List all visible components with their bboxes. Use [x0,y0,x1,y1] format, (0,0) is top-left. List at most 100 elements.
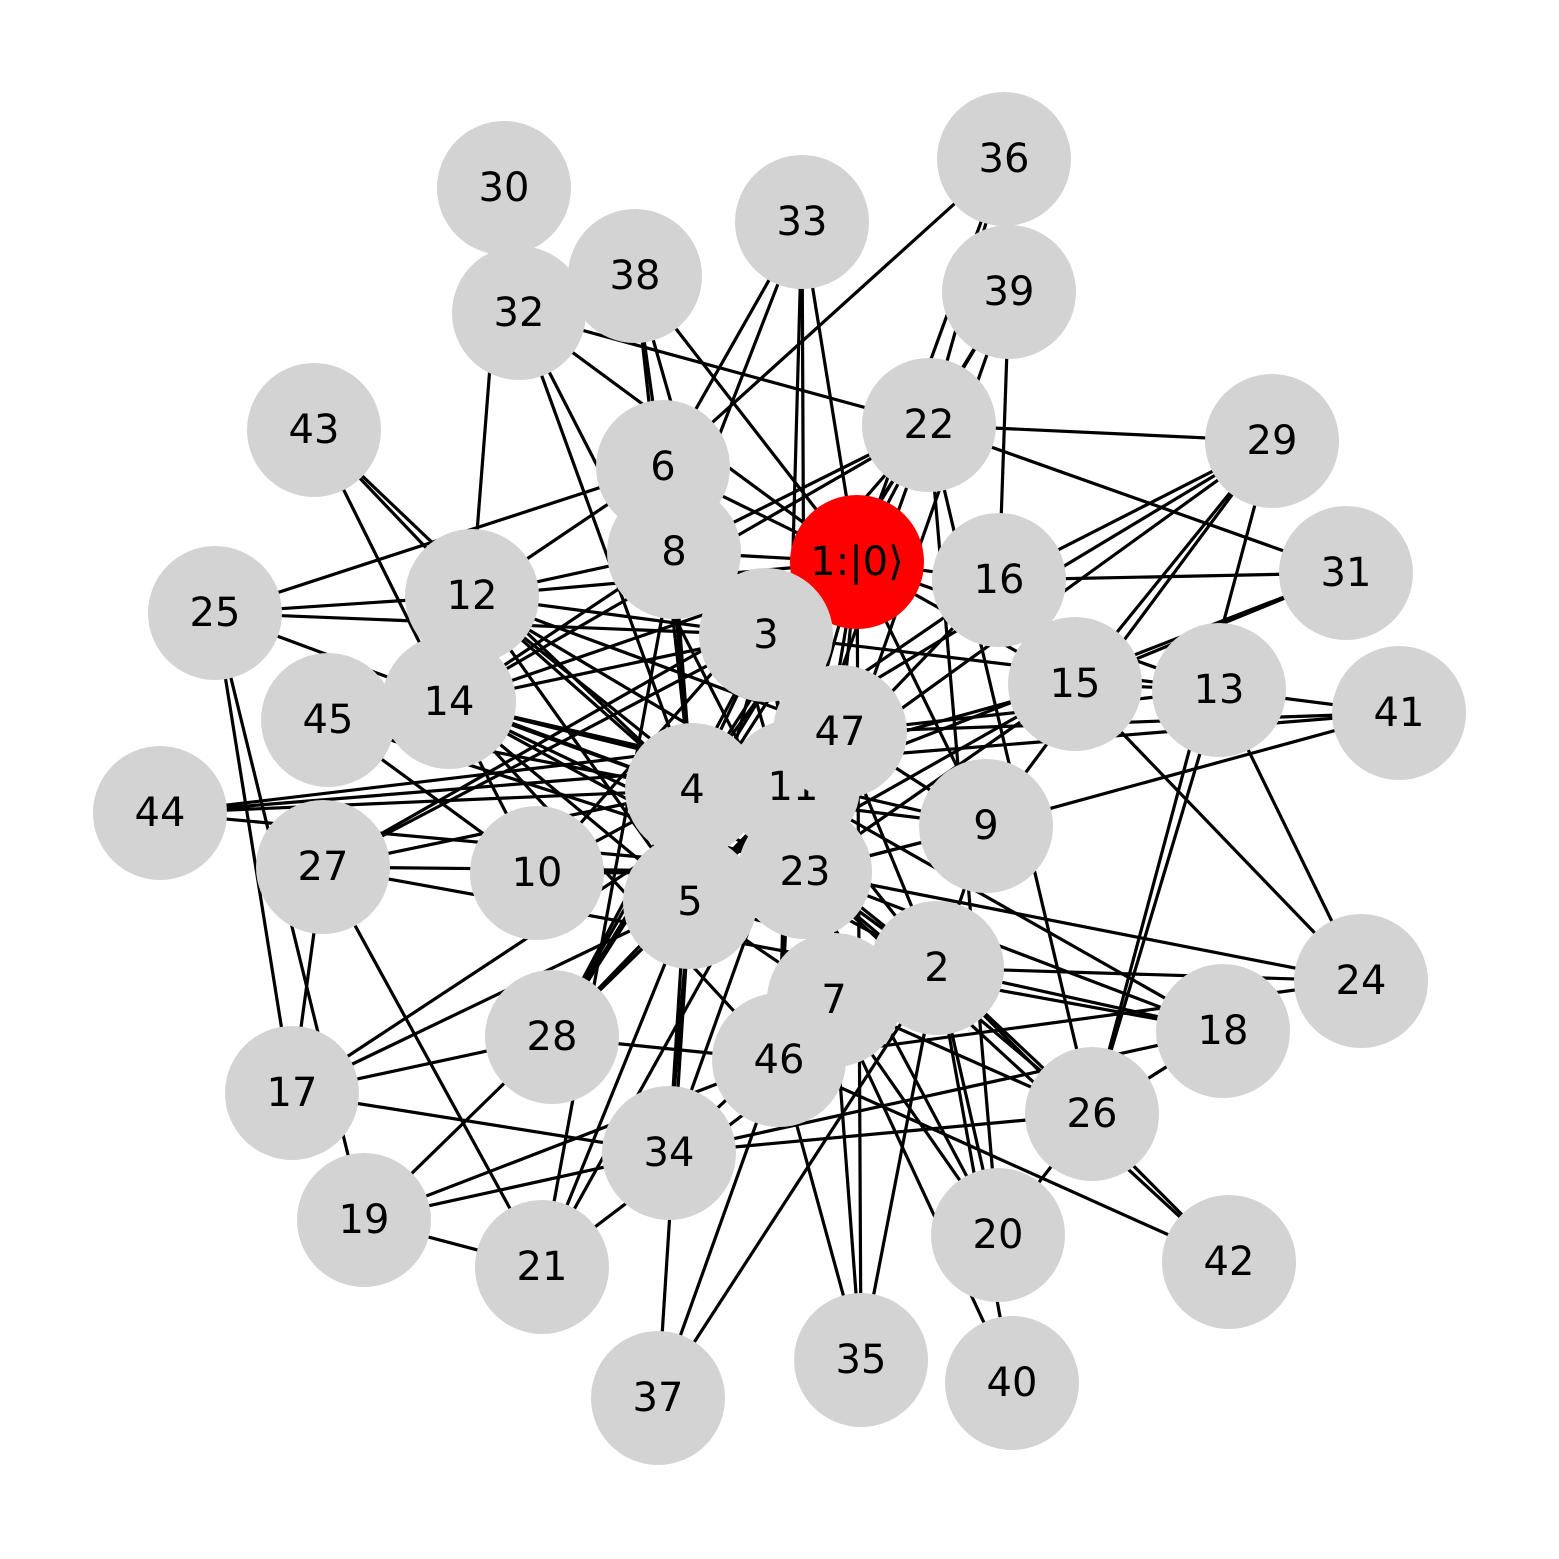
edge-42-46 [778,1058,1230,1264]
node-10: 10 [470,806,604,940]
node-label-32: 32 [494,290,545,336]
node-circle-1 [790,495,924,629]
node-label-1: 1:|0⟩ [810,539,903,585]
node-label-36: 36 [979,136,1030,182]
node-30: 30 [437,121,571,255]
node-19: 19 [297,1153,431,1287]
node-18: 18 [1156,964,1290,1098]
node-label-26: 26 [1067,1091,1118,1137]
node-circle-12 [405,529,539,663]
edge-9-41 [985,711,1400,828]
node-label-29: 29 [1247,418,1298,464]
node-label-33: 33 [777,199,828,245]
edge-2-24 [936,966,1362,983]
node-label-46: 46 [754,1037,805,1083]
edge-18-27 [322,865,1224,1033]
node-45: 45 [261,653,395,787]
node-12: 12 [405,529,539,663]
node-17: 17 [225,1026,359,1160]
node-circle-39 [942,225,1076,359]
node-42: 42 [1162,1195,1296,1329]
edge-3-13 [765,633,1220,692]
node-circle-33 [735,155,869,289]
edge-4-44 [159,788,693,815]
node-27: 27 [256,800,390,934]
node-9: 9 [919,759,1053,893]
node-label-25: 25 [190,590,241,636]
node-circle-45 [261,653,395,787]
edge-18-23 [804,870,1224,1033]
node-circle-15 [1008,617,1142,751]
node-circle-35 [794,1293,928,1427]
node-label-45: 45 [303,697,354,743]
node-29: 29 [1205,374,1339,508]
node-label-40: 40 [987,1360,1038,1406]
node-circle-5 [623,835,757,969]
node-5: 5 [623,835,757,969]
node-47: 47 [773,665,907,799]
node-31: 31 [1279,506,1413,640]
node-36: 36 [937,92,1071,226]
node-label-16: 16 [974,557,1025,603]
node-circle-42 [1162,1195,1296,1329]
node-43: 43 [247,363,381,497]
node-15: 15 [1008,617,1142,751]
node-28: 28 [485,970,619,1104]
node-label-5: 5 [677,879,702,925]
node-circle-9 [919,759,1053,893]
edge-20-23 [803,871,1000,1236]
node-circle-31 [1279,506,1413,640]
edge-8-21 [540,551,676,1268]
node-label-12: 12 [447,573,498,619]
node-label-8: 8 [661,529,686,575]
node-label-23: 23 [780,849,831,895]
node-label-3: 3 [753,612,778,658]
edge-26-29 [1090,440,1274,1115]
node-label-18: 18 [1198,1008,1249,1054]
node-circle-21 [475,1200,609,1334]
node-circle-28 [485,970,619,1104]
node-label-6: 6 [650,444,675,490]
node-circle-22 [862,358,996,492]
node-40: 40 [945,1316,1079,1450]
node-4: 4 [625,723,759,857]
node-38: 38 [568,209,702,343]
node-label-30: 30 [479,165,530,211]
node-22: 22 [862,358,996,492]
edge-22-31 [928,423,1347,575]
edge-21-27 [321,866,544,1268]
node-21: 21 [475,1200,609,1334]
node-label-44: 44 [135,790,186,836]
node-2: 2 [870,901,1004,1035]
node-circle-23 [738,805,872,939]
node-circle-14 [382,635,516,769]
edge-2-37 [656,967,939,1399]
edge-13-26 [1090,689,1221,1115]
node-label-24: 24 [1336,958,1387,1004]
edge-6-36 [661,157,1006,469]
node-circle-20 [931,1168,1065,1302]
node-26: 26 [1025,1047,1159,1181]
edge-19-46 [363,1058,780,1222]
node-label-34: 34 [644,1130,695,1176]
node-label-14: 14 [424,679,475,725]
node-23: 23 [738,805,872,939]
node-circle-36 [937,92,1071,226]
node-34: 34 [602,1086,736,1220]
node-3: 3 [699,568,833,702]
node-label-19: 19 [339,1197,390,1243]
node-circle-37 [591,1331,725,1465]
node-label-47: 47 [815,709,866,755]
edge-17-25 [213,612,294,1094]
node-label-21: 21 [517,1244,568,1290]
node-41: 41 [1332,646,1466,780]
node-circle-27 [256,800,390,934]
node-label-4: 4 [679,767,704,813]
node-circle-29 [1205,374,1339,508]
node-circle-16 [932,513,1066,647]
node-13: 13 [1152,623,1286,757]
node-label-17: 17 [267,1070,318,1116]
node-label-27: 27 [298,844,349,890]
node-circle-8 [607,485,741,619]
